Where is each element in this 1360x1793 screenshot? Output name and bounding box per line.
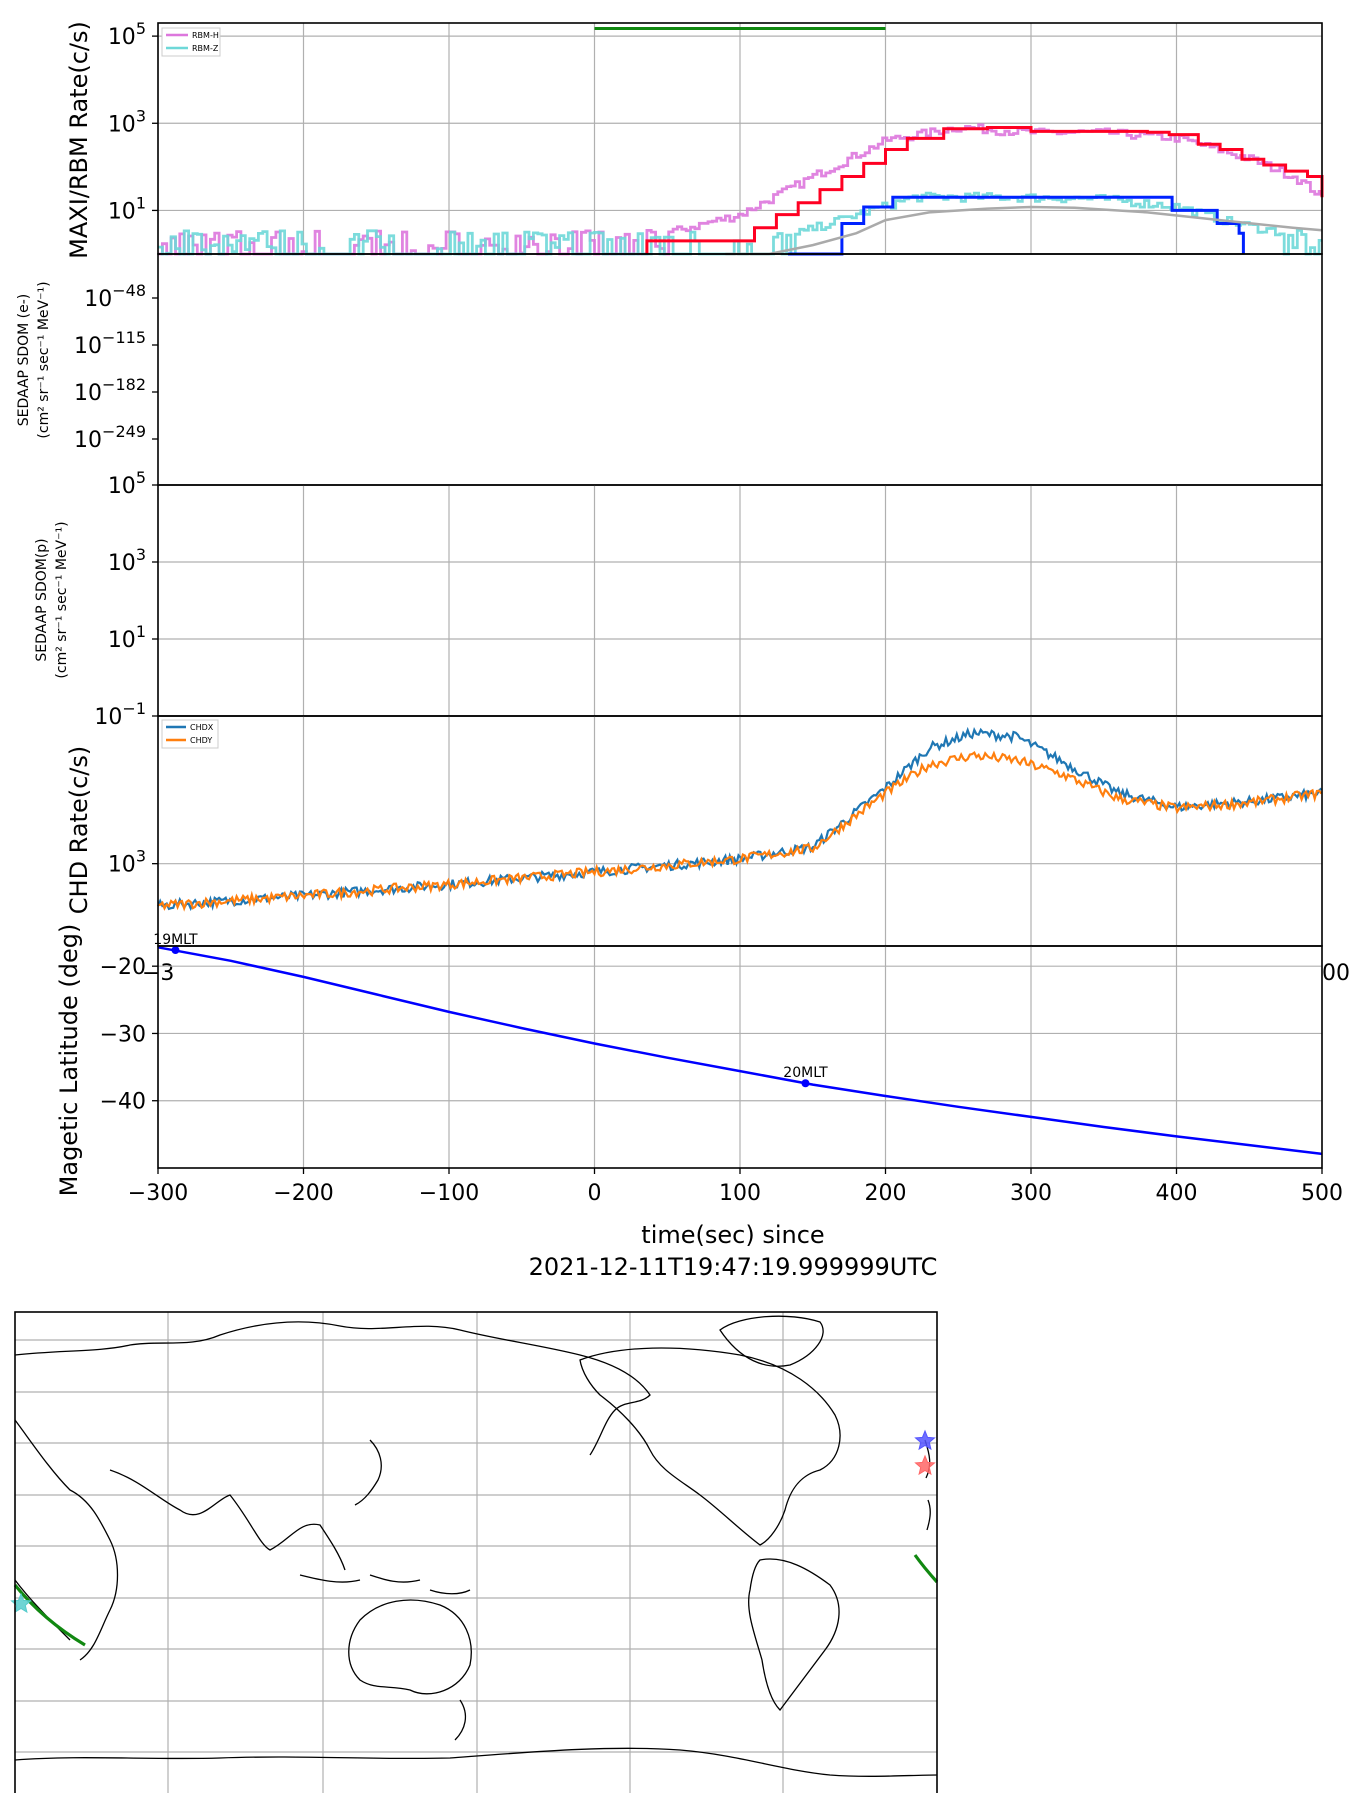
p2-ytick-label-2: 10−182 xyxy=(74,375,146,406)
panel-chd: 103 CHD Rate(c/s) CHDX CHDY −3 00 xyxy=(65,715,1350,986)
p4-ytick-label-0: 103 xyxy=(108,847,146,878)
ylabel-sedaap-p-line1: SEDAAP SDOM(p) xyxy=(34,538,50,661)
world-map xyxy=(10,1311,939,1793)
panel-sedaap-e: 10−48 10−115 10−182 10−249 SEDAAP SDOM (e-)… xyxy=(16,253,1323,486)
panel-mlat: 19MLT 20MLT −20 −30 −40 −300 −200 −100 0 100 200… xyxy=(55,924,1343,1281)
legend-label-chdy: CHDY xyxy=(190,736,212,745)
xtick-label-5: 200 xyxy=(865,1181,907,1206)
p5-ytick-label-2: −40 xyxy=(100,1090,146,1115)
orbit-track-right xyxy=(913,1554,939,1584)
p3-ytick-label-2: 101 xyxy=(108,622,146,653)
mlt-label-0: 19MLT xyxy=(153,932,198,948)
xtick-label-6: 300 xyxy=(1010,1181,1052,1206)
coastlines xyxy=(14,1315,938,1777)
ylabel-mlat: Magetic Latitude (deg) xyxy=(55,924,83,1197)
xtick-label-3: 0 xyxy=(588,1181,602,1206)
ylabel-chd: CHD Rate(c/s) xyxy=(65,746,93,914)
p1-ytick-label-0: 105 xyxy=(108,19,146,50)
map-star-1 xyxy=(914,1454,936,1476)
p1-ytick-label-1: 103 xyxy=(108,106,146,137)
p2-ytick-label-0: 10−48 xyxy=(84,281,146,312)
map-star-2 xyxy=(10,1592,32,1614)
p3-ytick-label-0: 105 xyxy=(108,468,146,499)
legend-chd: CHDX CHDY xyxy=(161,719,219,749)
xtick-label-2: −100 xyxy=(419,1181,479,1206)
xtick-label-7: 400 xyxy=(1156,1181,1198,1206)
map-grid xyxy=(15,1312,937,1793)
legend-label-rbm-h: RBM-H xyxy=(192,31,219,40)
xtick-label-4: 100 xyxy=(719,1181,761,1206)
p1-ytick-label-2: 101 xyxy=(108,193,146,224)
map-frame xyxy=(14,1311,938,1793)
p2-ytick-label-3: 10−249 xyxy=(74,422,146,453)
panel-sedaap-e-frame xyxy=(157,253,1323,486)
xtick-label-0: −300 xyxy=(128,1181,188,1206)
ylabel-maxi-rbm: MAXI/RBM Rate(c/s) xyxy=(65,21,93,259)
ylabel-sedaap-p-line2: (cm² sr⁻¹ sec⁻¹ MeV⁻¹) xyxy=(54,521,70,678)
p5-ytick-label-0: −20 xyxy=(100,955,146,980)
p3-ytick-label-3: 10−1 xyxy=(94,699,146,730)
xlabel-line2: 2021-12-11T19:47:19.999999UTC xyxy=(529,1253,938,1281)
p5-ytick-label-1: −30 xyxy=(100,1022,146,1047)
mlt-marker-0 xyxy=(171,946,180,955)
model-curve-line xyxy=(725,205,1323,256)
legend-label-chdx: CHDX xyxy=(190,723,214,732)
p2-ytick-label-1: 10−115 xyxy=(74,328,146,359)
ylabel-sedaap-e-line2: (cm² sr⁻¹ sec⁻¹ MeV⁻¹) xyxy=(36,281,52,438)
series-chdx-line xyxy=(156,726,1323,912)
maxi-step-line-2 xyxy=(645,126,1324,254)
map-star-0 xyxy=(914,1429,936,1451)
legend-rbm: RBM-H RBM-Z xyxy=(161,27,221,57)
mlt-label-1: 20MLT xyxy=(783,1065,828,1081)
maxi-step-line-3 xyxy=(788,195,1245,256)
series-chdy-line xyxy=(158,750,1323,912)
legend-label-rbm-z: RBM-Z xyxy=(192,44,219,53)
xlabel-line1: time(sec) since xyxy=(641,1221,824,1249)
mlat-curve-line xyxy=(157,946,1323,1156)
orbit-track-left xyxy=(13,1584,86,1647)
mlt-marker-1 xyxy=(801,1079,810,1088)
cut-tick-right: 00 xyxy=(1322,961,1350,986)
ylabel-sedaap-e-line1: SEDAAP SDOM (e-) xyxy=(16,294,32,427)
xtick-label-8: 500 xyxy=(1301,1181,1343,1206)
panel-sedaap-p: 105 103 101 10−1 SEDAAP SDOM(p) (cm² sr⁻¹ s… xyxy=(34,468,1323,730)
series-rbm-z-line xyxy=(158,191,1322,256)
panel-maxi-rbm: 105 103 101 MAXI/RBM Rate(c/s) RBM-H RBM-Z xyxy=(65,19,1324,259)
p3-ytick-label-1: 103 xyxy=(108,545,146,576)
xtick-label-1: −200 xyxy=(273,1181,333,1206)
